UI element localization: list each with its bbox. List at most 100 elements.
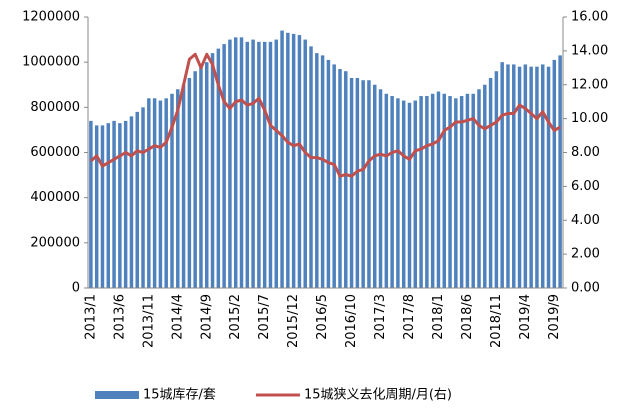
y-tick-label: 800000 xyxy=(30,100,80,115)
x-tick-label: 2018/6 xyxy=(460,294,475,340)
bar xyxy=(401,100,406,288)
x-tick-label: 2017/8 xyxy=(402,294,417,340)
y2-tick-label: 8.00 xyxy=(571,145,600,160)
bar xyxy=(170,93,174,289)
bar xyxy=(291,33,296,288)
bar xyxy=(303,39,307,289)
bar xyxy=(89,120,93,288)
bar xyxy=(488,77,493,288)
bar xyxy=(355,77,360,288)
bar xyxy=(338,68,342,288)
bar xyxy=(326,59,331,289)
y-tick-label: 400000 xyxy=(30,190,80,205)
bar xyxy=(349,77,354,288)
bar xyxy=(205,62,209,288)
bar xyxy=(378,89,383,289)
bar xyxy=(454,98,458,288)
y-tick-label: 1200000 xyxy=(22,10,80,25)
y-tick-label: 1000000 xyxy=(22,55,80,70)
bar xyxy=(552,59,557,289)
bar xyxy=(535,66,539,288)
y2-tick-label: 2.00 xyxy=(571,247,600,262)
bar xyxy=(257,41,261,288)
bar xyxy=(384,93,389,289)
bar xyxy=(210,53,215,289)
bar xyxy=(297,35,302,288)
x-tick-label: 2013/6 xyxy=(112,294,127,340)
bar xyxy=(523,64,528,288)
y-tick-label: 0 xyxy=(72,281,80,296)
bar xyxy=(216,48,221,288)
bar xyxy=(390,96,394,289)
x-tick-label: 2014/9 xyxy=(199,294,214,340)
bar xyxy=(100,125,105,289)
y-tick-label: 600000 xyxy=(30,145,80,160)
bar xyxy=(193,71,197,288)
legend-swatch xyxy=(95,391,139,399)
bar xyxy=(228,39,232,289)
legend-label: 15城狭义去化周期/月(右) xyxy=(304,388,452,403)
bar xyxy=(112,120,116,288)
bar xyxy=(315,53,319,289)
legend-label: 15城库存/套 xyxy=(143,387,216,403)
y2-tick-label: 10.00 xyxy=(571,111,608,126)
bar xyxy=(465,93,470,289)
bar xyxy=(286,32,290,288)
bar xyxy=(558,55,562,289)
bar xyxy=(268,41,273,288)
x-tick-label: 2019/4 xyxy=(518,294,533,340)
x-tick-label: 2017/3 xyxy=(373,294,388,340)
bar xyxy=(546,66,551,288)
bar xyxy=(181,84,186,288)
bar xyxy=(245,41,250,288)
bar xyxy=(540,64,545,288)
y2-tick-label: 4.00 xyxy=(571,213,600,228)
bar xyxy=(344,71,348,288)
bar xyxy=(274,39,278,289)
bar xyxy=(361,80,365,288)
x-tick-label: 2018/1 xyxy=(431,294,446,340)
bar xyxy=(373,84,377,288)
bar xyxy=(135,111,139,288)
y2-tick-label: 0.00 xyxy=(571,281,600,296)
y-tick-label: 200000 xyxy=(30,235,80,250)
bar xyxy=(442,93,446,289)
bar xyxy=(187,77,192,288)
bar xyxy=(529,66,533,288)
bar xyxy=(158,100,163,288)
bar xyxy=(176,89,180,289)
bar xyxy=(413,100,418,288)
x-tick-label: 2016/5 xyxy=(315,294,330,340)
bar xyxy=(239,37,244,289)
bar xyxy=(94,125,99,289)
x-tick-label: 2015/2 xyxy=(228,294,243,340)
bar xyxy=(262,41,267,288)
x-tick-label: 2019/9 xyxy=(547,294,562,340)
line xyxy=(89,52,561,178)
bar xyxy=(500,62,504,288)
bar xyxy=(280,30,284,289)
bar xyxy=(471,93,475,289)
x-tick-label: 2018/11 xyxy=(489,294,504,348)
bar xyxy=(147,98,151,288)
x-tick-label: 2015/7 xyxy=(257,294,272,340)
bar xyxy=(309,46,313,288)
x-tick-label: 2016/10 xyxy=(344,294,359,348)
bar xyxy=(123,120,128,288)
bar xyxy=(517,66,522,288)
x-tick-label: 2013/11 xyxy=(141,294,156,348)
bar xyxy=(233,37,238,289)
bar xyxy=(430,93,435,289)
bar xyxy=(483,84,487,288)
x-tick-label: 2015/12 xyxy=(286,294,301,348)
bar xyxy=(199,66,203,288)
y2-tick-label: 6.00 xyxy=(571,179,600,194)
bar xyxy=(448,96,452,289)
bar xyxy=(152,98,157,288)
y2-tick-label: 16.00 xyxy=(571,10,608,25)
bar xyxy=(129,116,134,288)
bar xyxy=(506,64,510,288)
bar xyxy=(407,102,412,288)
bar xyxy=(164,98,168,288)
